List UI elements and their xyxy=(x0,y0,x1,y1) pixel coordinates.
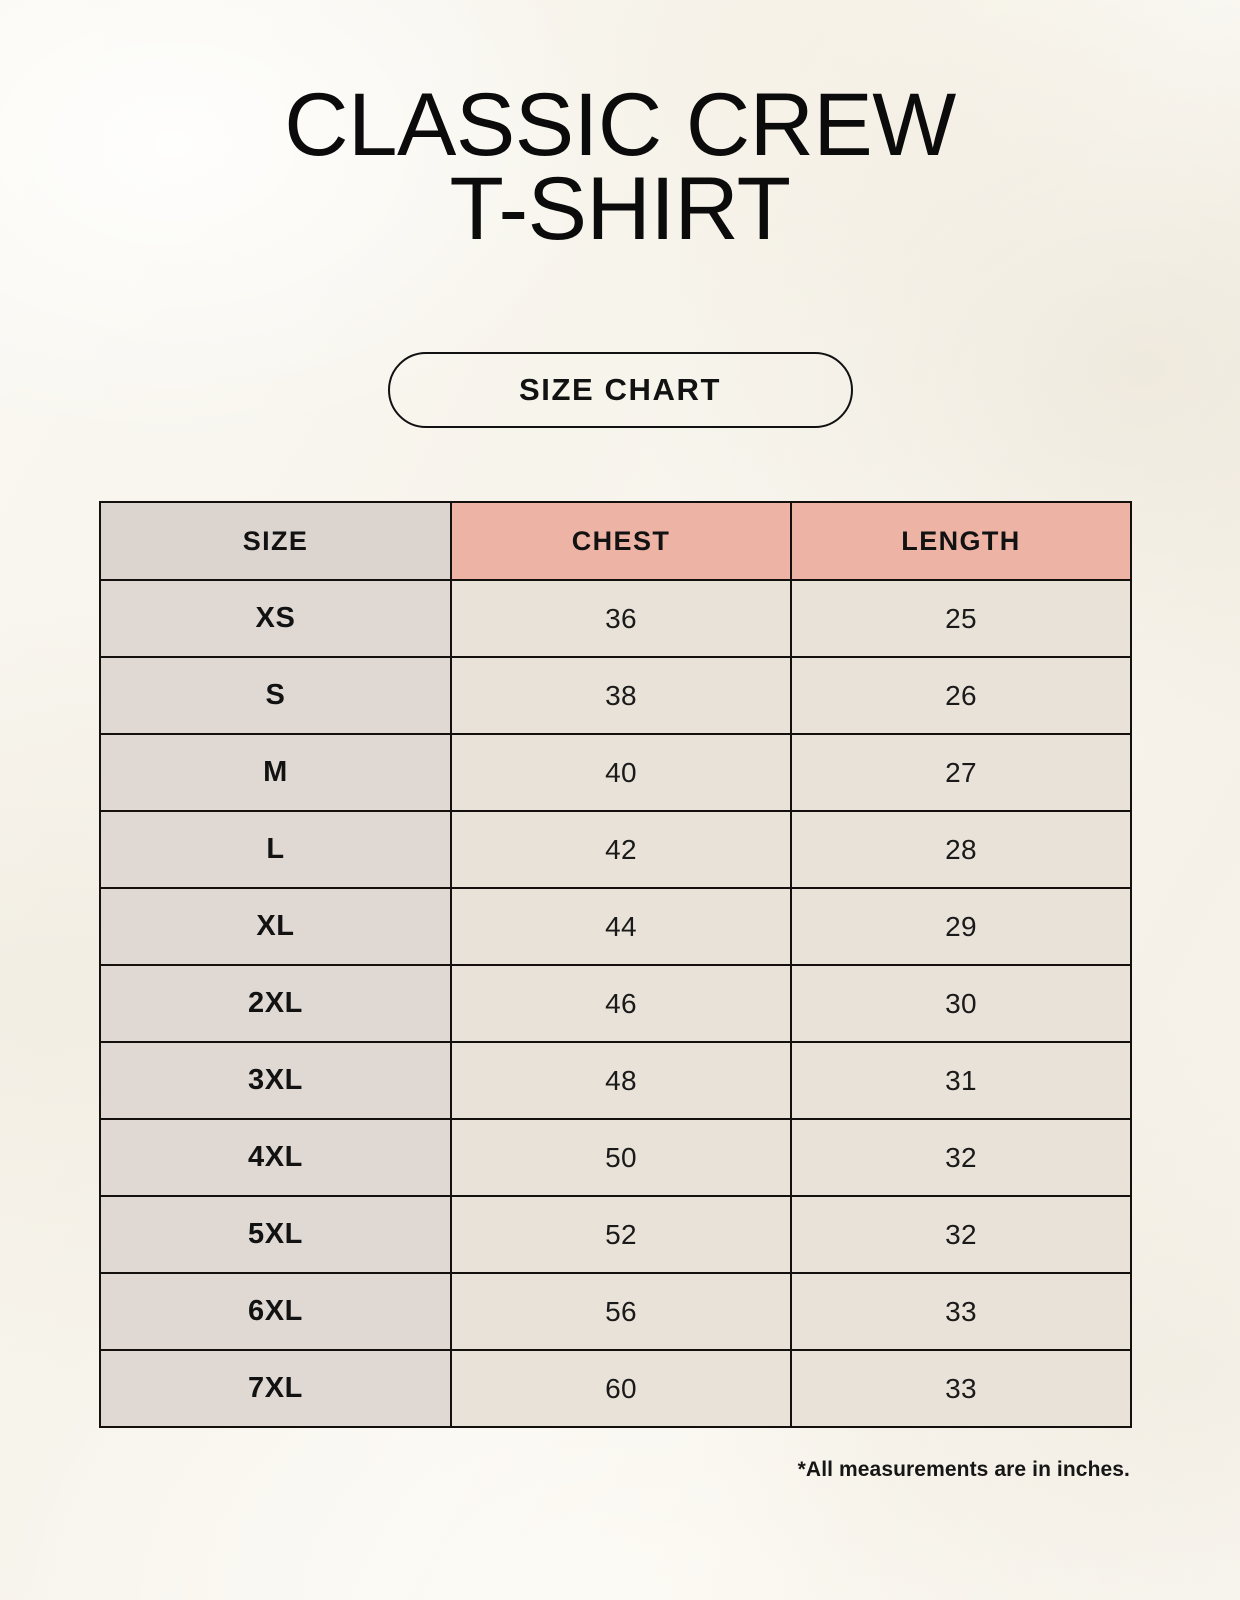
cell-chest: 48 xyxy=(450,1041,792,1120)
cell-length-value: 31 xyxy=(945,1064,977,1096)
cell-length-value: 32 xyxy=(945,1218,977,1250)
cell-chest-value: 42 xyxy=(605,833,637,865)
size-chart-table-header: SIZE CHEST LENGTH xyxy=(99,501,1132,581)
table-row: M 40 27 xyxy=(99,733,1132,812)
cell-length: 28 xyxy=(790,810,1132,889)
cell-size: 7XL xyxy=(99,1349,452,1428)
table-row: S 38 26 xyxy=(99,656,1132,735)
cell-chest: 42 xyxy=(450,810,792,889)
cell-chest-value: 44 xyxy=(605,910,637,942)
cell-chest: 56 xyxy=(450,1272,792,1351)
table-row: 2XL 46 30 xyxy=(99,964,1132,1043)
cell-chest: 50 xyxy=(450,1118,792,1197)
cell-size: 3XL xyxy=(99,1041,452,1120)
cell-length: 26 xyxy=(790,656,1132,735)
cell-size: XS xyxy=(99,579,452,658)
cell-size: 4XL xyxy=(99,1118,452,1197)
cell-length: 25 xyxy=(790,579,1132,658)
cell-length: 32 xyxy=(790,1118,1132,1197)
size-chart-badge-wrap: SIZE CHART xyxy=(0,352,1240,428)
cell-length: 33 xyxy=(790,1272,1132,1351)
cell-chest-value: 40 xyxy=(605,756,637,788)
cell-length: 29 xyxy=(790,887,1132,966)
cell-chest-value: 60 xyxy=(605,1372,637,1404)
cell-size-label: 3XL xyxy=(248,1064,303,1096)
table-header-row: SIZE CHEST LENGTH xyxy=(99,501,1132,581)
measurements-footnote: *All measurements are in inches. xyxy=(797,1458,1130,1481)
cell-length: 33 xyxy=(790,1349,1132,1428)
table-row: XS 36 25 xyxy=(99,579,1132,658)
cell-size: 6XL xyxy=(99,1272,452,1351)
cell-length-value: 32 xyxy=(945,1141,977,1173)
cell-chest: 46 xyxy=(450,964,792,1043)
cell-size-label: 2XL xyxy=(248,987,303,1019)
column-header-length-label: LENGTH xyxy=(901,525,1021,556)
cell-chest: 36 xyxy=(450,579,792,658)
cell-size: L xyxy=(99,810,452,889)
size-chart-table-body: XS 36 25 S 38 26 M 40 27 L 42 28 XL 44 xyxy=(99,579,1132,1428)
column-header-size: SIZE xyxy=(99,501,452,581)
table-row: 7XL 60 33 xyxy=(99,1349,1132,1428)
table-row: 5XL 52 32 xyxy=(99,1195,1132,1274)
size-chart-badge: SIZE CHART xyxy=(387,352,853,428)
cell-size-label: S xyxy=(265,679,286,711)
cell-chest: 38 xyxy=(450,656,792,735)
column-header-length: LENGTH xyxy=(790,501,1132,581)
cell-chest-value: 56 xyxy=(605,1295,637,1327)
cell-length-value: 33 xyxy=(945,1295,977,1327)
cell-length: 32 xyxy=(790,1195,1132,1274)
table-row: 6XL 56 33 xyxy=(99,1272,1132,1351)
cell-size-label: 5XL xyxy=(248,1218,303,1250)
cell-chest-value: 48 xyxy=(605,1064,637,1096)
cell-size: M xyxy=(99,733,452,812)
table-row: XL 44 29 xyxy=(99,887,1132,966)
cell-length: 31 xyxy=(790,1041,1132,1120)
cell-size-label: XL xyxy=(256,910,295,942)
cell-length-value: 33 xyxy=(945,1372,977,1404)
cell-length: 30 xyxy=(790,964,1132,1043)
cell-length-value: 28 xyxy=(945,833,977,865)
cell-chest: 40 xyxy=(450,733,792,812)
cell-length-value: 29 xyxy=(945,910,977,942)
page-title: CLASSIC CREW T-SHIRT xyxy=(0,74,1240,258)
cell-size: 2XL xyxy=(99,964,452,1043)
column-header-size-label: SIZE xyxy=(242,525,309,556)
size-chart-badge-label: SIZE CHART xyxy=(519,372,721,407)
cell-chest-value: 46 xyxy=(605,987,637,1019)
table-row: L 42 28 xyxy=(99,810,1132,889)
cell-length-value: 30 xyxy=(945,987,977,1019)
size-chart-table: SIZE CHEST LENGTH XS 36 25 S 38 26 xyxy=(99,501,1132,1428)
cell-chest: 60 xyxy=(450,1349,792,1428)
cell-chest-value: 38 xyxy=(605,679,637,711)
cell-length-value: 26 xyxy=(945,679,977,711)
cell-size-label: XS xyxy=(255,602,296,634)
cell-length-value: 27 xyxy=(945,756,977,788)
column-header-chest-label: CHEST xyxy=(571,525,671,556)
cell-size-label: 7XL xyxy=(248,1372,303,1404)
cell-chest-value: 52 xyxy=(605,1218,637,1250)
column-header-chest: CHEST xyxy=(450,501,792,581)
table-row: 4XL 50 32 xyxy=(99,1118,1132,1197)
page-title-line-2: T-SHIRT xyxy=(449,158,791,258)
cell-length: 27 xyxy=(790,733,1132,812)
cell-chest: 52 xyxy=(450,1195,792,1274)
cell-length-value: 25 xyxy=(945,602,977,634)
cell-size-label: 4XL xyxy=(248,1141,303,1173)
table-row: 3XL 48 31 xyxy=(99,1041,1132,1120)
cell-chest-value: 50 xyxy=(605,1141,637,1173)
cell-size: 5XL xyxy=(99,1195,452,1274)
cell-size-label: M xyxy=(263,756,288,788)
cell-size-label: 6XL xyxy=(248,1295,303,1327)
cell-size-label: L xyxy=(266,833,285,865)
cell-size: S xyxy=(99,656,452,735)
cell-chest: 44 xyxy=(450,887,792,966)
cell-chest-value: 36 xyxy=(605,602,637,634)
cell-size: XL xyxy=(99,887,452,966)
page-title-line-1: CLASSIC CREW xyxy=(284,74,956,174)
